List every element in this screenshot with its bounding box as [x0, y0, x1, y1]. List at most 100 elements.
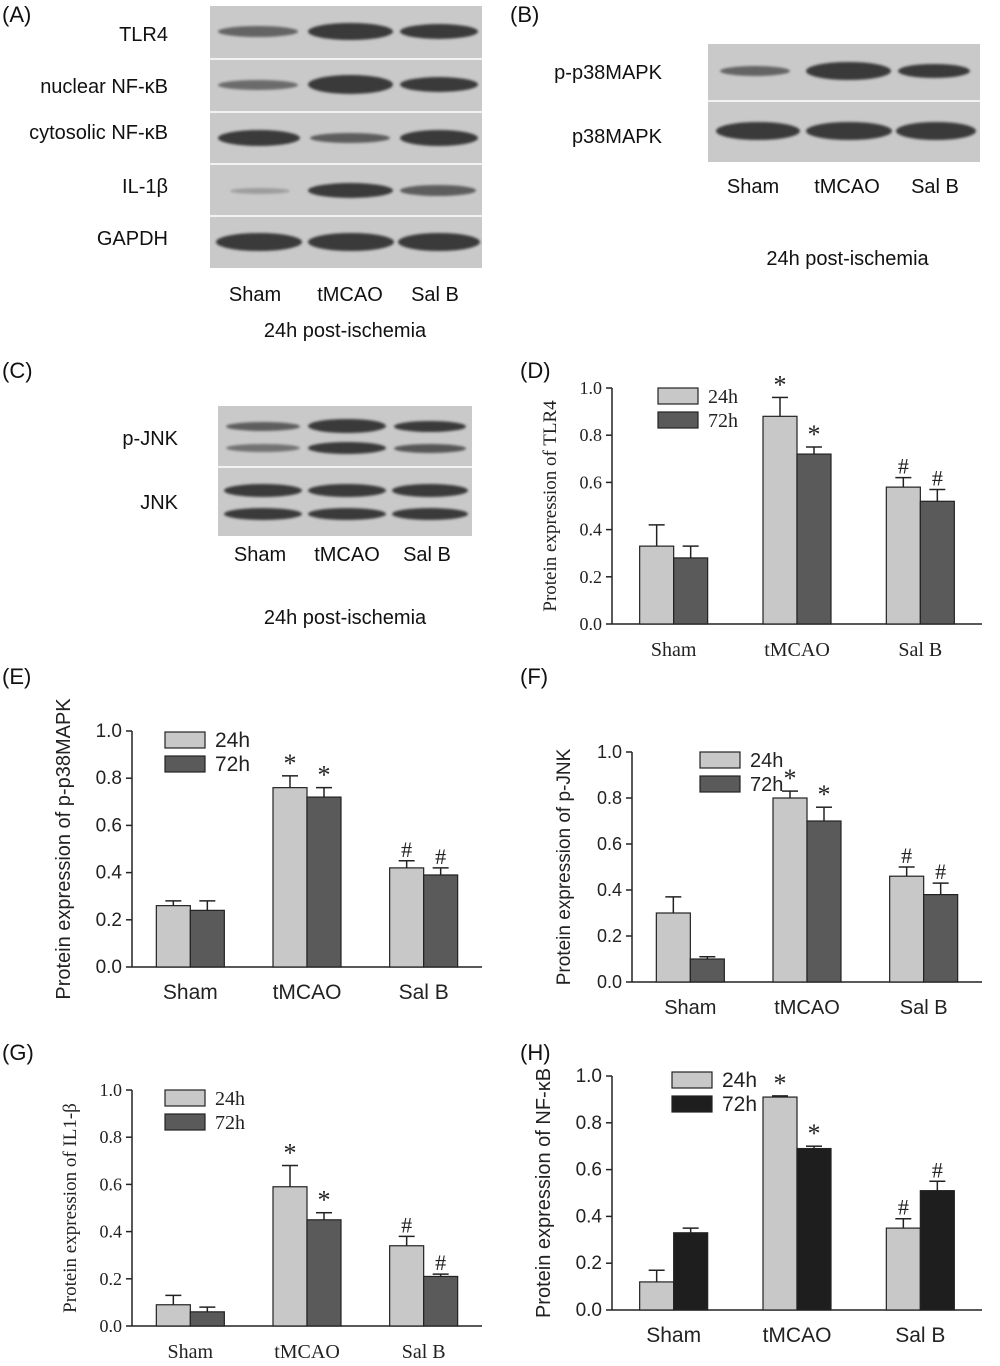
bar — [655, 912, 691, 983]
bar-chart-p-jnk: 0.0 0.2 0.4 0.6 0.8 1.0 Protein expression of … — [554, 742, 982, 1019]
legend-label: 72h — [750, 774, 783, 796]
y-tick-label: 0.4 — [597, 880, 622, 900]
band — [224, 508, 302, 520]
legend-label: 24h — [708, 386, 738, 408]
band — [308, 75, 393, 94]
band — [230, 188, 290, 194]
legend-swatch — [699, 775, 741, 793]
band — [308, 23, 393, 40]
lane-label-sham: Sham — [228, 284, 282, 306]
bar — [155, 1304, 191, 1327]
band — [310, 133, 390, 143]
blot-label-p-p38mapk: p-p38MAPK — [554, 62, 662, 84]
x-tick-label: tMCAO — [763, 1324, 832, 1347]
significance-mark: # — [932, 465, 943, 490]
band — [400, 130, 478, 146]
bar — [923, 894, 959, 983]
blot-label-cytosolic-nfkb: cytosolic NF-κB — [29, 122, 168, 144]
blot-a — [210, 6, 482, 268]
x-tick-label: Sal B — [898, 639, 942, 661]
band — [308, 233, 394, 251]
y-tick-label: 0.6 — [96, 815, 122, 836]
bar — [189, 1311, 225, 1327]
significance-mark: * — [774, 370, 787, 399]
bar — [306, 796, 342, 968]
x-tick-label: tMCAO — [273, 981, 342, 1004]
y-tick-label: 0.6 — [580, 472, 603, 492]
band — [226, 444, 300, 452]
panel-letter-g: (G) — [2, 1040, 34, 1065]
blot-c — [218, 406, 472, 536]
band — [308, 419, 386, 433]
bar — [272, 787, 308, 968]
legend-label: 24h — [215, 729, 250, 752]
bar — [423, 874, 459, 968]
significance-mark: * — [318, 1186, 331, 1215]
blot-label-p-jnk: p-JNK — [122, 428, 178, 450]
y-tick-label: 1.0 — [580, 378, 603, 398]
y-tick-label: 0.8 — [100, 1127, 123, 1147]
blot-label-il1b: IL-1β — [122, 176, 168, 198]
bar — [272, 1186, 308, 1327]
band — [394, 421, 466, 432]
x-tick-label: Sham — [168, 1341, 214, 1363]
significance-mark: # — [401, 1212, 412, 1237]
band — [218, 130, 300, 146]
legend-label: 72h — [708, 410, 738, 432]
bar — [189, 909, 225, 968]
legend-swatch — [164, 755, 206, 773]
lane-label-tmcao: tMCAO — [317, 284, 383, 306]
y-tick-label: 0.8 — [580, 425, 603, 445]
band — [400, 24, 478, 39]
y-tick-label: 0.6 — [576, 1160, 602, 1181]
significance-mark: * — [774, 1069, 787, 1098]
caption-24h-post-ischemia: 24h post-ischemia — [766, 248, 929, 270]
legend-swatch — [671, 1095, 713, 1113]
legend-label: 72h — [215, 1112, 245, 1134]
y-axis-label: Protein expression of IL1-β — [60, 1103, 81, 1313]
panel-letter-b: (B) — [510, 2, 540, 27]
significance-mark: # — [435, 844, 446, 869]
legend-swatch — [699, 751, 741, 769]
legend-label: 24h — [750, 750, 783, 772]
y-tick-label: 0.4 — [580, 520, 603, 540]
band — [218, 26, 298, 37]
bar — [772, 797, 808, 983]
bar — [389, 867, 425, 968]
y-tick-label: 0.0 — [100, 1316, 123, 1336]
legend-swatch — [164, 1089, 206, 1107]
lane-label-salb: Sal B — [911, 176, 959, 198]
legend-swatch — [657, 411, 699, 429]
y-tick-label: 0.8 — [96, 768, 122, 789]
x-tick-label: Sal B — [895, 1324, 945, 1347]
band — [400, 77, 478, 92]
caption-24h-post-ischemia: 24h post-ischemia — [263, 320, 427, 342]
y-tick-label: 0.0 — [576, 1300, 602, 1321]
y-tick-label: 0.0 — [597, 972, 622, 992]
band — [400, 185, 476, 196]
panel-letter-a: (A) — [2, 2, 32, 27]
legend-label: 72h — [215, 753, 250, 776]
x-tick-label: Sham — [664, 997, 716, 1019]
band — [218, 80, 298, 90]
band — [392, 484, 468, 497]
legend-label: 24h — [215, 1088, 245, 1110]
bar — [885, 486, 921, 625]
panel-letter-c: (C) — [2, 358, 33, 383]
panel-letter-f: (F) — [520, 664, 549, 689]
y-tick-label: 1.0 — [576, 1066, 602, 1087]
legend-swatch — [164, 1113, 206, 1131]
bar — [762, 1096, 798, 1311]
significance-mark: * — [284, 749, 297, 778]
y-tick-label: 0.2 — [576, 1253, 602, 1274]
x-tick-label: Sham — [651, 639, 697, 661]
band — [898, 64, 970, 78]
bar — [639, 1281, 675, 1311]
significance-mark: # — [935, 859, 946, 884]
bar — [919, 1190, 955, 1311]
bar — [889, 875, 925, 983]
y-tick-label: 1.0 — [96, 721, 122, 742]
y-axis-label: Protein expression of NF-κB — [533, 1068, 555, 1318]
bar — [806, 820, 842, 983]
legend-swatch — [671, 1071, 713, 1089]
